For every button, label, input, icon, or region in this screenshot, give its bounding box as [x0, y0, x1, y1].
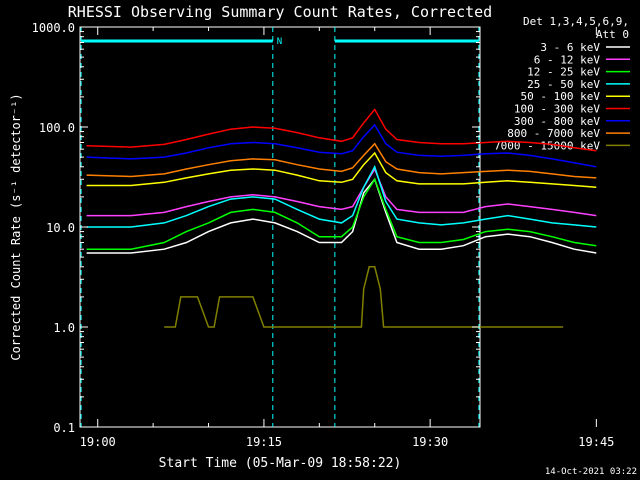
legend-label: 3 - 6 keV [540, 41, 600, 54]
legend-label: 800 - 7000 keV [507, 127, 600, 140]
legend-label: 100 - 300 keV [514, 103, 600, 116]
x-tick-label: 19:30 [412, 435, 448, 449]
series-line [86, 177, 597, 254]
y-tick-label: 1.0 [53, 321, 75, 335]
footer-timestamp: 14-Oct-2021 03:22 [545, 467, 637, 477]
series-line [86, 108, 597, 152]
series-line [86, 123, 597, 168]
series-line [86, 142, 597, 179]
legend-label: 300 - 800 keV [514, 115, 600, 128]
y-tick-label: 10.0 [46, 221, 75, 235]
saa-layer: N [80, 27, 480, 427]
plot-frame [79, 26, 481, 428]
saa-label: N [277, 37, 282, 47]
series-line [86, 177, 597, 250]
x-tick-label: 19:00 [80, 435, 116, 449]
legend-label: 12 - 25 keV [527, 66, 600, 79]
y-axis-label: Corrected Count Rate (s⁻¹ detector⁻¹) [9, 93, 23, 360]
series-line [86, 151, 597, 188]
legend-label: 50 - 100 keV [521, 90, 601, 103]
chart-title: RHESSI Observing Summary Count Rates, Co… [68, 3, 492, 21]
y-tick-label: 1000.0 [32, 21, 75, 35]
series-line [86, 164, 597, 228]
series-layer [86, 108, 597, 328]
legend-header-line-1: Det 1,3,4,5,6,9, [523, 15, 629, 28]
legend-label: 6 - 12 keV [534, 53, 601, 66]
y-tick-label: 100.0 [39, 121, 75, 135]
x-tick-label: 19:45 [578, 435, 614, 449]
series-line [86, 167, 597, 217]
x-tick-label: 19:15 [246, 435, 282, 449]
legend-label: 25 - 50 keV [527, 78, 600, 91]
y-tick-label: 0.1 [53, 421, 75, 435]
legend-header-line-2: Att 0 [596, 28, 629, 41]
series-line [164, 266, 564, 328]
x-axis-label: Start Time (05-Mar-09 18:58:22) [159, 456, 402, 471]
axes-layer: 0.1 1.0 10.0 100.0 1000.0 19:00 19:15 19:30 19:4… [32, 21, 615, 449]
